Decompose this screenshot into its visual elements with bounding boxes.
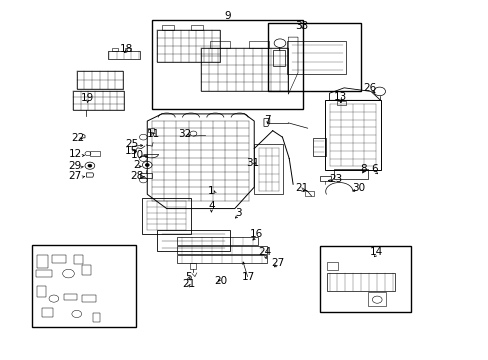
Bar xyxy=(108,51,140,59)
Bar xyxy=(272,50,285,66)
Bar xyxy=(368,292,385,306)
Bar xyxy=(37,286,45,297)
Text: 28: 28 xyxy=(130,171,143,181)
Bar xyxy=(210,41,229,48)
Bar xyxy=(249,41,268,48)
Bar xyxy=(319,246,410,312)
Bar xyxy=(112,48,118,51)
Text: 31: 31 xyxy=(246,158,259,168)
Bar xyxy=(177,255,267,263)
Text: 25: 25 xyxy=(125,139,138,149)
Bar xyxy=(336,102,345,105)
Bar xyxy=(201,48,287,91)
Text: 27: 27 xyxy=(68,171,82,181)
Bar xyxy=(36,270,52,277)
Text: 18: 18 xyxy=(120,44,133,54)
Text: 20: 20 xyxy=(214,276,227,286)
Bar xyxy=(267,23,361,91)
Bar xyxy=(334,169,368,179)
Text: 24: 24 xyxy=(258,247,271,257)
Bar xyxy=(92,313,100,322)
Bar xyxy=(326,273,394,291)
Text: 15: 15 xyxy=(125,146,138,156)
Bar xyxy=(142,198,191,234)
Text: 26: 26 xyxy=(363,83,376,93)
Text: 32: 32 xyxy=(178,129,191,139)
Bar xyxy=(177,237,257,245)
Bar xyxy=(305,192,313,196)
Bar xyxy=(64,294,76,300)
Bar xyxy=(177,247,267,254)
Text: 8: 8 xyxy=(360,164,366,174)
Text: 1: 1 xyxy=(208,186,214,197)
Bar xyxy=(162,24,174,30)
Text: 10: 10 xyxy=(131,150,144,160)
Text: 12: 12 xyxy=(68,149,82,159)
Bar xyxy=(140,173,152,178)
Text: 7: 7 xyxy=(264,115,271,125)
Bar xyxy=(324,100,380,170)
Bar xyxy=(52,255,65,262)
Bar xyxy=(152,20,302,109)
Text: 14: 14 xyxy=(369,247,383,257)
Bar xyxy=(73,91,124,111)
Bar xyxy=(37,255,48,268)
Bar xyxy=(191,24,203,30)
Text: 2: 2 xyxy=(133,160,140,170)
Text: 16: 16 xyxy=(249,229,263,239)
Bar xyxy=(82,295,96,302)
Text: 3: 3 xyxy=(235,208,242,218)
Circle shape xyxy=(145,163,149,166)
Bar xyxy=(312,138,325,156)
Bar xyxy=(31,245,136,327)
Text: 27: 27 xyxy=(270,258,284,268)
Bar xyxy=(326,262,337,270)
Text: 19: 19 xyxy=(81,93,94,103)
Bar xyxy=(77,71,122,89)
Text: 4: 4 xyxy=(208,201,214,211)
Text: 33: 33 xyxy=(295,21,308,31)
Circle shape xyxy=(88,164,92,167)
Text: 22: 22 xyxy=(71,133,84,143)
Bar xyxy=(190,263,196,269)
Bar xyxy=(82,265,91,275)
Text: 30: 30 xyxy=(351,183,365,193)
Bar xyxy=(287,41,345,73)
Bar xyxy=(319,176,330,181)
Bar xyxy=(148,128,154,132)
Text: 13: 13 xyxy=(333,92,346,102)
Bar xyxy=(254,144,283,194)
Text: 23: 23 xyxy=(328,174,342,184)
Text: 17: 17 xyxy=(241,272,255,282)
Bar xyxy=(157,230,229,251)
Bar xyxy=(125,48,131,51)
Bar xyxy=(90,152,100,156)
Bar xyxy=(42,308,53,317)
Text: 29: 29 xyxy=(68,161,82,171)
Text: 21: 21 xyxy=(295,183,308,193)
Text: 9: 9 xyxy=(224,12,230,21)
Text: 21: 21 xyxy=(182,279,195,289)
Bar xyxy=(74,255,82,264)
Bar xyxy=(157,30,220,62)
Text: 6: 6 xyxy=(371,164,377,174)
Text: 5: 5 xyxy=(185,272,191,282)
Text: 11: 11 xyxy=(146,129,160,139)
